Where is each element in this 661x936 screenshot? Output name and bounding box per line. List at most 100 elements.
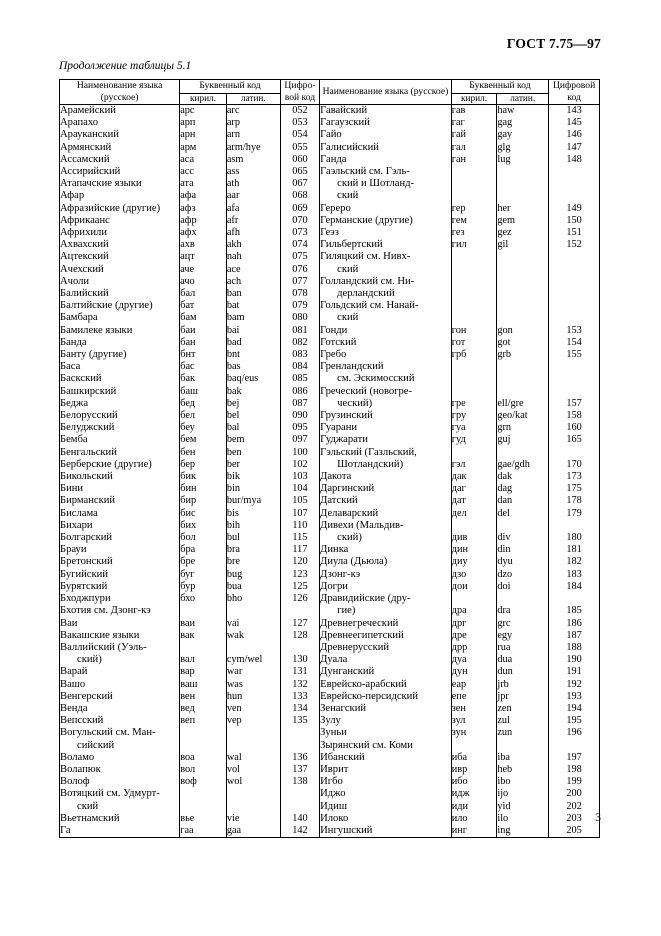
cell-language-name-right: Гаэльский см. Гэль-: [319, 165, 452, 179]
cell-cyrillic-code-left: бам: [179, 312, 227, 325]
cell-language-name-right: Зырянский см. Коми: [319, 739, 452, 752]
page-number: 3: [595, 812, 601, 824]
table-row: Вогульский см. Ман- Зуньи зун zun 196: [58, 727, 600, 740]
cell-numeric-code-right: 170: [548, 458, 600, 472]
cell-text: Гайо: [320, 129, 342, 141]
cell-language-name-left: Бенгальский: [58, 446, 181, 459]
cell-numeric-code-right: 158: [548, 410, 600, 423]
cell-numeric-code-left: 105: [279, 495, 321, 508]
cell-text: Бурятский: [60, 580, 108, 592]
cell-text: Грузинский: [320, 410, 373, 422]
cell-numeric-code-right: [548, 251, 600, 264]
cell-language-name-left: Бхотия см. Дзонг-кэ: [58, 605, 181, 618]
cell-latin-code-left: ven: [225, 702, 281, 716]
cell-latin-code-right: iba: [496, 751, 550, 764]
cell-latin-code-right: [496, 300, 550, 313]
table-row: Воламо воа wal 136 Ибанский иба iba 197: [58, 751, 600, 764]
cell-numeric-code-left: 054: [279, 129, 321, 142]
cell-latin-code-left: bej: [225, 397, 281, 411]
cell-text: Баскский: [60, 373, 102, 385]
cell-latin-code-left: arc: [225, 103, 281, 118]
cell-latin-code-left: afh: [225, 227, 281, 240]
cell-cyrillic-code-right: [450, 178, 498, 191]
cell-cyrillic-code-left: бас: [179, 361, 227, 374]
cell-latin-code-right: grb: [496, 349, 550, 362]
cell-language-name-right: Игбо: [319, 776, 452, 789]
cell-latin-code-right: guj: [496, 434, 550, 447]
cell-text: Дравидийские (дру-: [320, 593, 411, 605]
cell-latin-code-left: nah: [225, 251, 281, 264]
cell-cyrillic-code-right: гай: [450, 129, 498, 142]
table-row: Атапачские языки ата ath 067 ский и Шотланд-: [58, 178, 600, 191]
cell-language-name-left: Балтийские (другие): [58, 300, 181, 313]
cell-cyrillic-code-right: [450, 165, 498, 179]
cell-text: Африкаанс: [60, 214, 110, 226]
cell-text: Ингушский: [320, 824, 373, 836]
cell-cyrillic-code-right: зун: [450, 727, 498, 740]
cell-latin-code-right: dag: [496, 483, 550, 496]
cell-cyrillic-code-left: вол: [179, 763, 227, 777]
cell-cyrillic-code-right: зул: [450, 715, 498, 728]
cell-language-name-right: Гиляцкий см. Нивх-: [319, 251, 452, 264]
cell-text: Датский: [320, 495, 358, 507]
cell-latin-code-right: geo/kat: [496, 410, 550, 423]
cell-numeric-code-left: 115: [279, 532, 321, 545]
cell-numeric-code-left: 135: [279, 715, 321, 728]
cell-numeric-code-left: 120: [279, 556, 321, 569]
cell-numeric-code-left: 082: [279, 336, 321, 350]
cell-language-name-right: Древнегреческий: [319, 617, 452, 630]
cell-latin-code-left: ben: [225, 446, 281, 459]
cell-numeric-code-left: 140: [279, 812, 321, 825]
cell-cyrillic-code-right: гре: [450, 397, 498, 411]
table-row: Варай вар war 131 Дунганский дун dun 191: [58, 666, 600, 679]
cell-language-name-right: Шотландский): [319, 458, 452, 472]
cell-numeric-code-left: 133: [279, 690, 321, 703]
cell-language-name-right: Гуарани: [319, 422, 452, 435]
cell-cyrillic-code-left: гаа: [179, 824, 227, 838]
cell-language-name-right: Иврит: [319, 763, 452, 777]
cell-latin-code-right: got: [496, 336, 550, 350]
cell-latin-code-left: [225, 727, 281, 740]
cell-cyrillic-code-right: гем: [450, 214, 498, 227]
cell-language-name-left: Башкирский: [58, 385, 181, 398]
cell-cyrillic-code-left: ваш: [179, 678, 227, 691]
cell-latin-code-right: gil: [496, 239, 550, 252]
cell-language-name-right: Иджо: [319, 788, 452, 801]
cell-language-name-left: Волапюк: [58, 763, 181, 777]
table-row: Арапахо арп arp 053 Гагаузский гаг gag 145: [58, 117, 600, 130]
table-row: Арауканский арн arn 054 Гайо гай gay 146: [58, 129, 600, 142]
cell-language-name-left: ский: [58, 800, 181, 813]
cell-language-name-left: Ассамский: [58, 153, 181, 166]
cell-latin-code-left: bam: [225, 312, 281, 325]
cell-latin-code-left: bih: [225, 519, 281, 533]
cell-numeric-code-right: [548, 446, 600, 459]
cell-language-name-left: Болгарский: [58, 532, 181, 545]
table-row: Вакашские языки вак wak 128 Древнеегипетский…: [58, 629, 600, 642]
table-row: Бислама бис bis 107 Делаварский дел del 179: [58, 507, 600, 520]
table-row: Волапюк вол vol 137 Иврит ивр heb 198: [58, 763, 600, 777]
cell-latin-code-right: ijo: [496, 788, 550, 801]
cell-language-name-left: Ахвахский: [58, 239, 181, 252]
cell-cyrillic-code-right: [450, 275, 498, 289]
table-row: Венгерский вен hun 133 Еврейско-персидский еп…: [58, 690, 600, 703]
cell-latin-code-right: [496, 251, 550, 264]
cell-cyrillic-code-right: еар: [450, 678, 498, 691]
cell-cyrillic-code-right: ибо: [450, 776, 498, 789]
cell-latin-code-right: grn: [496, 422, 550, 435]
cell-latin-code-left: bik: [225, 471, 281, 484]
cell-cyrillic-code-left: афр: [179, 214, 227, 227]
table-row: Ахвахский ахв akh 074 Гильбертский гил gil 152: [58, 239, 600, 252]
table-row: Башкирский баш bak 086 Греческий (новогре-: [58, 385, 600, 398]
cell-cyrillic-code-left: буг: [179, 568, 227, 581]
cell-numeric-code-left: 110: [279, 519, 321, 533]
cell-latin-code-right: dun: [496, 666, 550, 679]
table-row: Бходжпури бхо bho 126 Дравидийские (дру-: [58, 593, 600, 606]
cell-numeric-code-left: 127: [279, 617, 321, 630]
cell-latin-code-right: [496, 263, 550, 276]
cell-latin-code-right: dra: [496, 605, 550, 618]
cell-text: Берберские (другие): [60, 458, 152, 470]
cell-cyrillic-code-right: гаг: [450, 117, 498, 130]
table-row: Африкаанс афр afr 070 Германские (другие) гем…: [58, 214, 600, 227]
cell-cyrillic-code-left: бол: [179, 532, 227, 545]
header-language-name-left: Наименование языка (русское): [58, 79, 181, 105]
